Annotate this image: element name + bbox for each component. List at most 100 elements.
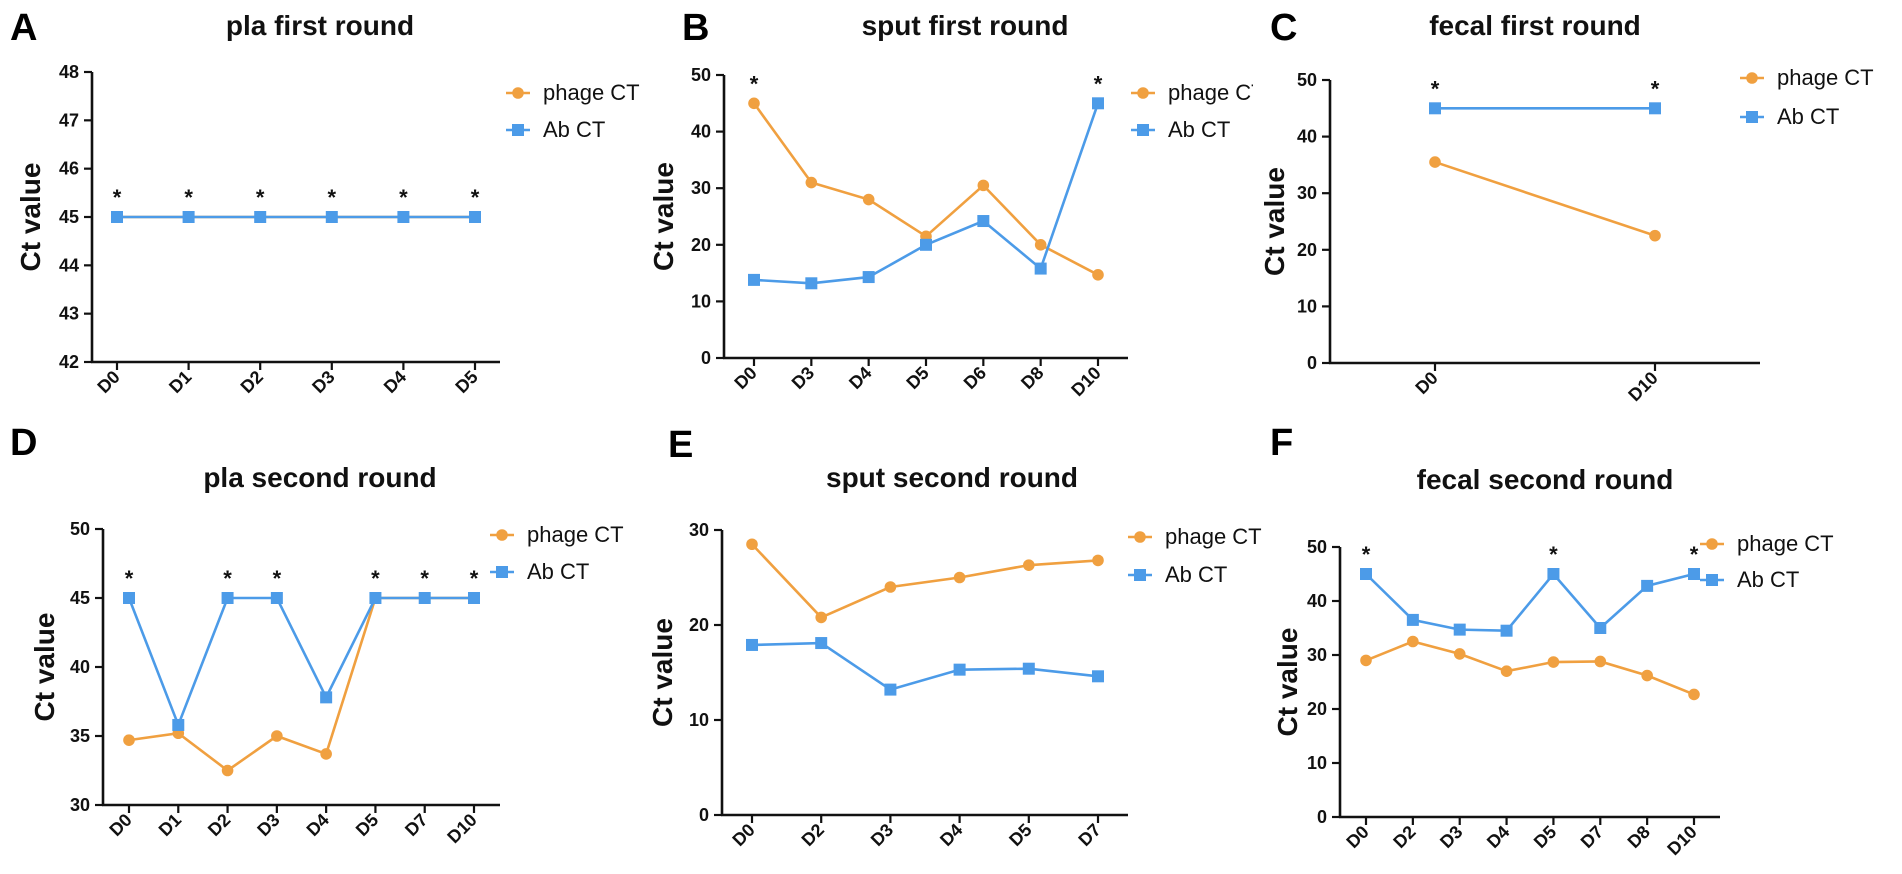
data-point-phage [746,538,758,551]
y-tick-label: 20 [689,615,709,635]
data-point-ab [254,211,267,223]
data-point-ab [123,592,135,604]
data-point-ab [862,271,875,284]
y-axis-label: Ct value [647,618,678,727]
y-tick-label: 20 [691,235,711,255]
significance-star: * [750,71,759,96]
data-point-ab [1594,622,1607,634]
chart-title: fecal second round [1417,464,1674,495]
panel-letter: B [682,7,709,49]
significance-star: * [1690,542,1699,567]
data-point-ab [884,683,897,696]
data-point-ab [468,592,480,604]
legend-label-ab: Ab CT [527,559,589,584]
data-point-phage [1594,655,1607,668]
y-axis-label: Ct value [1259,167,1290,276]
legend: phage CT Ab CT [1700,531,1834,592]
y-tick-label: 0 [1317,807,1327,827]
y-tick-label: 46 [59,159,79,179]
x-tick-label: D7 [401,810,431,840]
data-point-phage [221,764,234,777]
significance-star: * [256,185,265,210]
data-point-ab [1034,262,1047,275]
x-tick-label: D3 [788,363,818,393]
y-tick-label: 35 [70,726,90,746]
y-tick-label: 10 [1297,296,1317,316]
data-point-ab [325,211,338,223]
x-tick-label: D5 [451,367,481,397]
series-line-phage [1365,640,1695,696]
chart-title: sput first round [862,10,1069,41]
x-tick-label: D4 [936,820,966,850]
x-tick-label: D4 [380,367,410,397]
x-tick-label: D0 [1411,368,1441,398]
legend-marker-ab [1706,574,1718,586]
x-tick-label: D3 [1436,822,1466,852]
y-tick-label: 30 [70,795,90,815]
legend: phage CT Ab CT [1740,65,1874,129]
data-point-ab [920,238,932,251]
significance-star: * [471,185,480,210]
data-point-phage [123,734,135,746]
data-point-ab [746,638,758,651]
y-tick-label: 48 [59,62,79,82]
data-point-phage [1360,654,1372,667]
legend-label-ab: Ab CT [1737,567,1799,592]
x-tick-label: D0 [730,363,760,393]
x-tick-label: D5 [1530,822,1560,852]
x-tick-label: D2 [1389,822,1419,852]
y-tick-label: 50 [691,65,711,85]
legend-marker-ab [496,566,508,578]
data-point-ab [1500,624,1513,637]
x-tick-label: D4 [1483,822,1513,852]
legend: phage CT Ab CT [1131,80,1253,142]
y-tick-label: 0 [1307,353,1317,373]
y-tick-label: 10 [689,710,709,730]
data-point-ab [805,277,818,290]
data-point-phage [1092,554,1104,567]
x-tick-label: D1 [155,810,185,840]
x-tick-label: D10 [1067,363,1104,400]
y-tick-label: 10 [1307,753,1327,773]
y-tick-label: 30 [1307,645,1327,665]
significance-star: * [420,566,429,591]
panel-letter: E [668,424,693,466]
legend-marker-ab [512,124,524,136]
x-tick-label: D4 [303,810,333,840]
data-point-ab [270,592,283,604]
y-axis-label: Ct value [29,613,60,722]
chart-title: sput second round [826,462,1078,493]
series-line-phage [1434,160,1656,237]
data-point-phage [1453,648,1466,660]
series-line-ab [127,596,474,729]
x-tick-label: D2 [204,810,234,840]
data-point-phage [1034,239,1047,251]
significance-star: * [1094,71,1103,96]
series-line-ab [751,641,1099,692]
chart-title: pla second round [203,462,436,493]
data-point-phage [1500,665,1513,677]
legend-marker-ab [1746,111,1758,123]
data-point-phage [1688,688,1700,701]
x-tick-label: D0 [1342,822,1372,852]
x-tick-label: D10 [1624,368,1661,405]
data-point-phage [271,730,283,742]
data-point-ab [320,691,333,704]
series-line-phage [751,543,1099,619]
data-point-ab [1641,579,1654,592]
data-point-phage [953,571,966,584]
significance-star: * [125,566,134,591]
data-point-ab [111,211,123,223]
significance-star: * [371,566,380,591]
data-point-phage [320,748,332,760]
legend: phage CT Ab CT [490,522,624,584]
x-tick-label: D10 [443,810,480,847]
legend-label-phage: phage CT [527,522,624,547]
significance-star: * [1362,542,1371,567]
panel-letter: C [1270,7,1297,49]
panel-letter: A [10,7,37,49]
y-axis-label: Ct value [1272,628,1303,737]
y-tick-label: 50 [1307,537,1327,557]
